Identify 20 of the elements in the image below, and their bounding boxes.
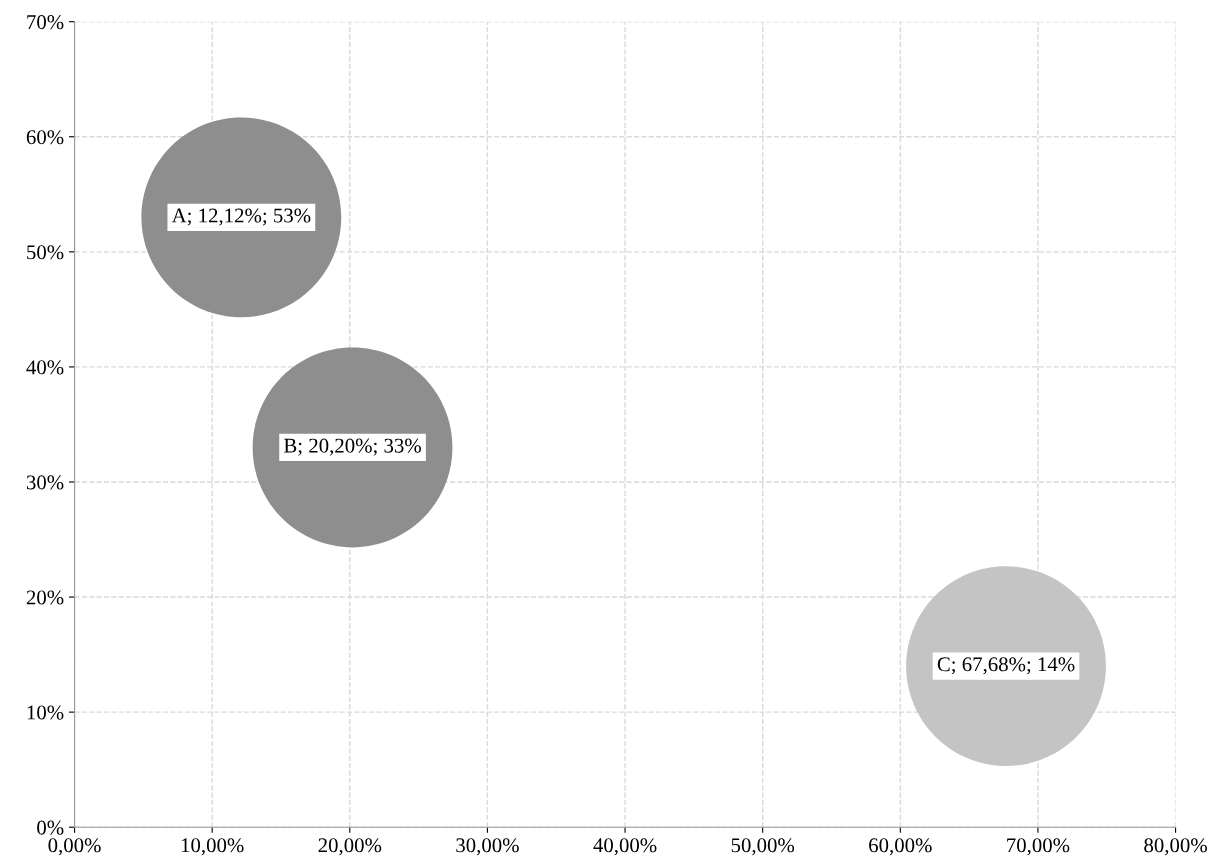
y-tick-label: 70%: [27, 15, 64, 30]
y-tick-label: 0%: [37, 820, 64, 835]
y-tick-label: 30%: [26, 475, 64, 490]
y-tick-label: 20%: [26, 590, 64, 605]
x-tick-label: 0,00%: [48, 838, 101, 856]
x-tick-label: 40,00%: [593, 838, 657, 856]
y-tick-label: 50%: [27, 245, 64, 260]
x-tick-label: 50,00%: [731, 838, 795, 856]
x-tick-label: 30,00%: [456, 838, 519, 856]
data-label: C; 67,68%; 14%: [937, 657, 1075, 675]
x-tick-label: 70,00%: [1007, 838, 1070, 856]
y-tick-label: 40%: [26, 360, 64, 375]
x-tick-label: 80,00%: [1144, 838, 1207, 856]
data-label: A; 12,12%; 53%: [171, 208, 311, 226]
x-tick-label: 60,00%: [869, 838, 932, 856]
y-tick-label: 10%: [27, 705, 64, 720]
x-tick-label: 20,00%: [318, 838, 382, 856]
data-label: B; 20,20%; 33%: [284, 438, 421, 456]
x-tick-label: 10,00%: [181, 838, 244, 856]
y-tick-label: 60%: [26, 130, 64, 145]
